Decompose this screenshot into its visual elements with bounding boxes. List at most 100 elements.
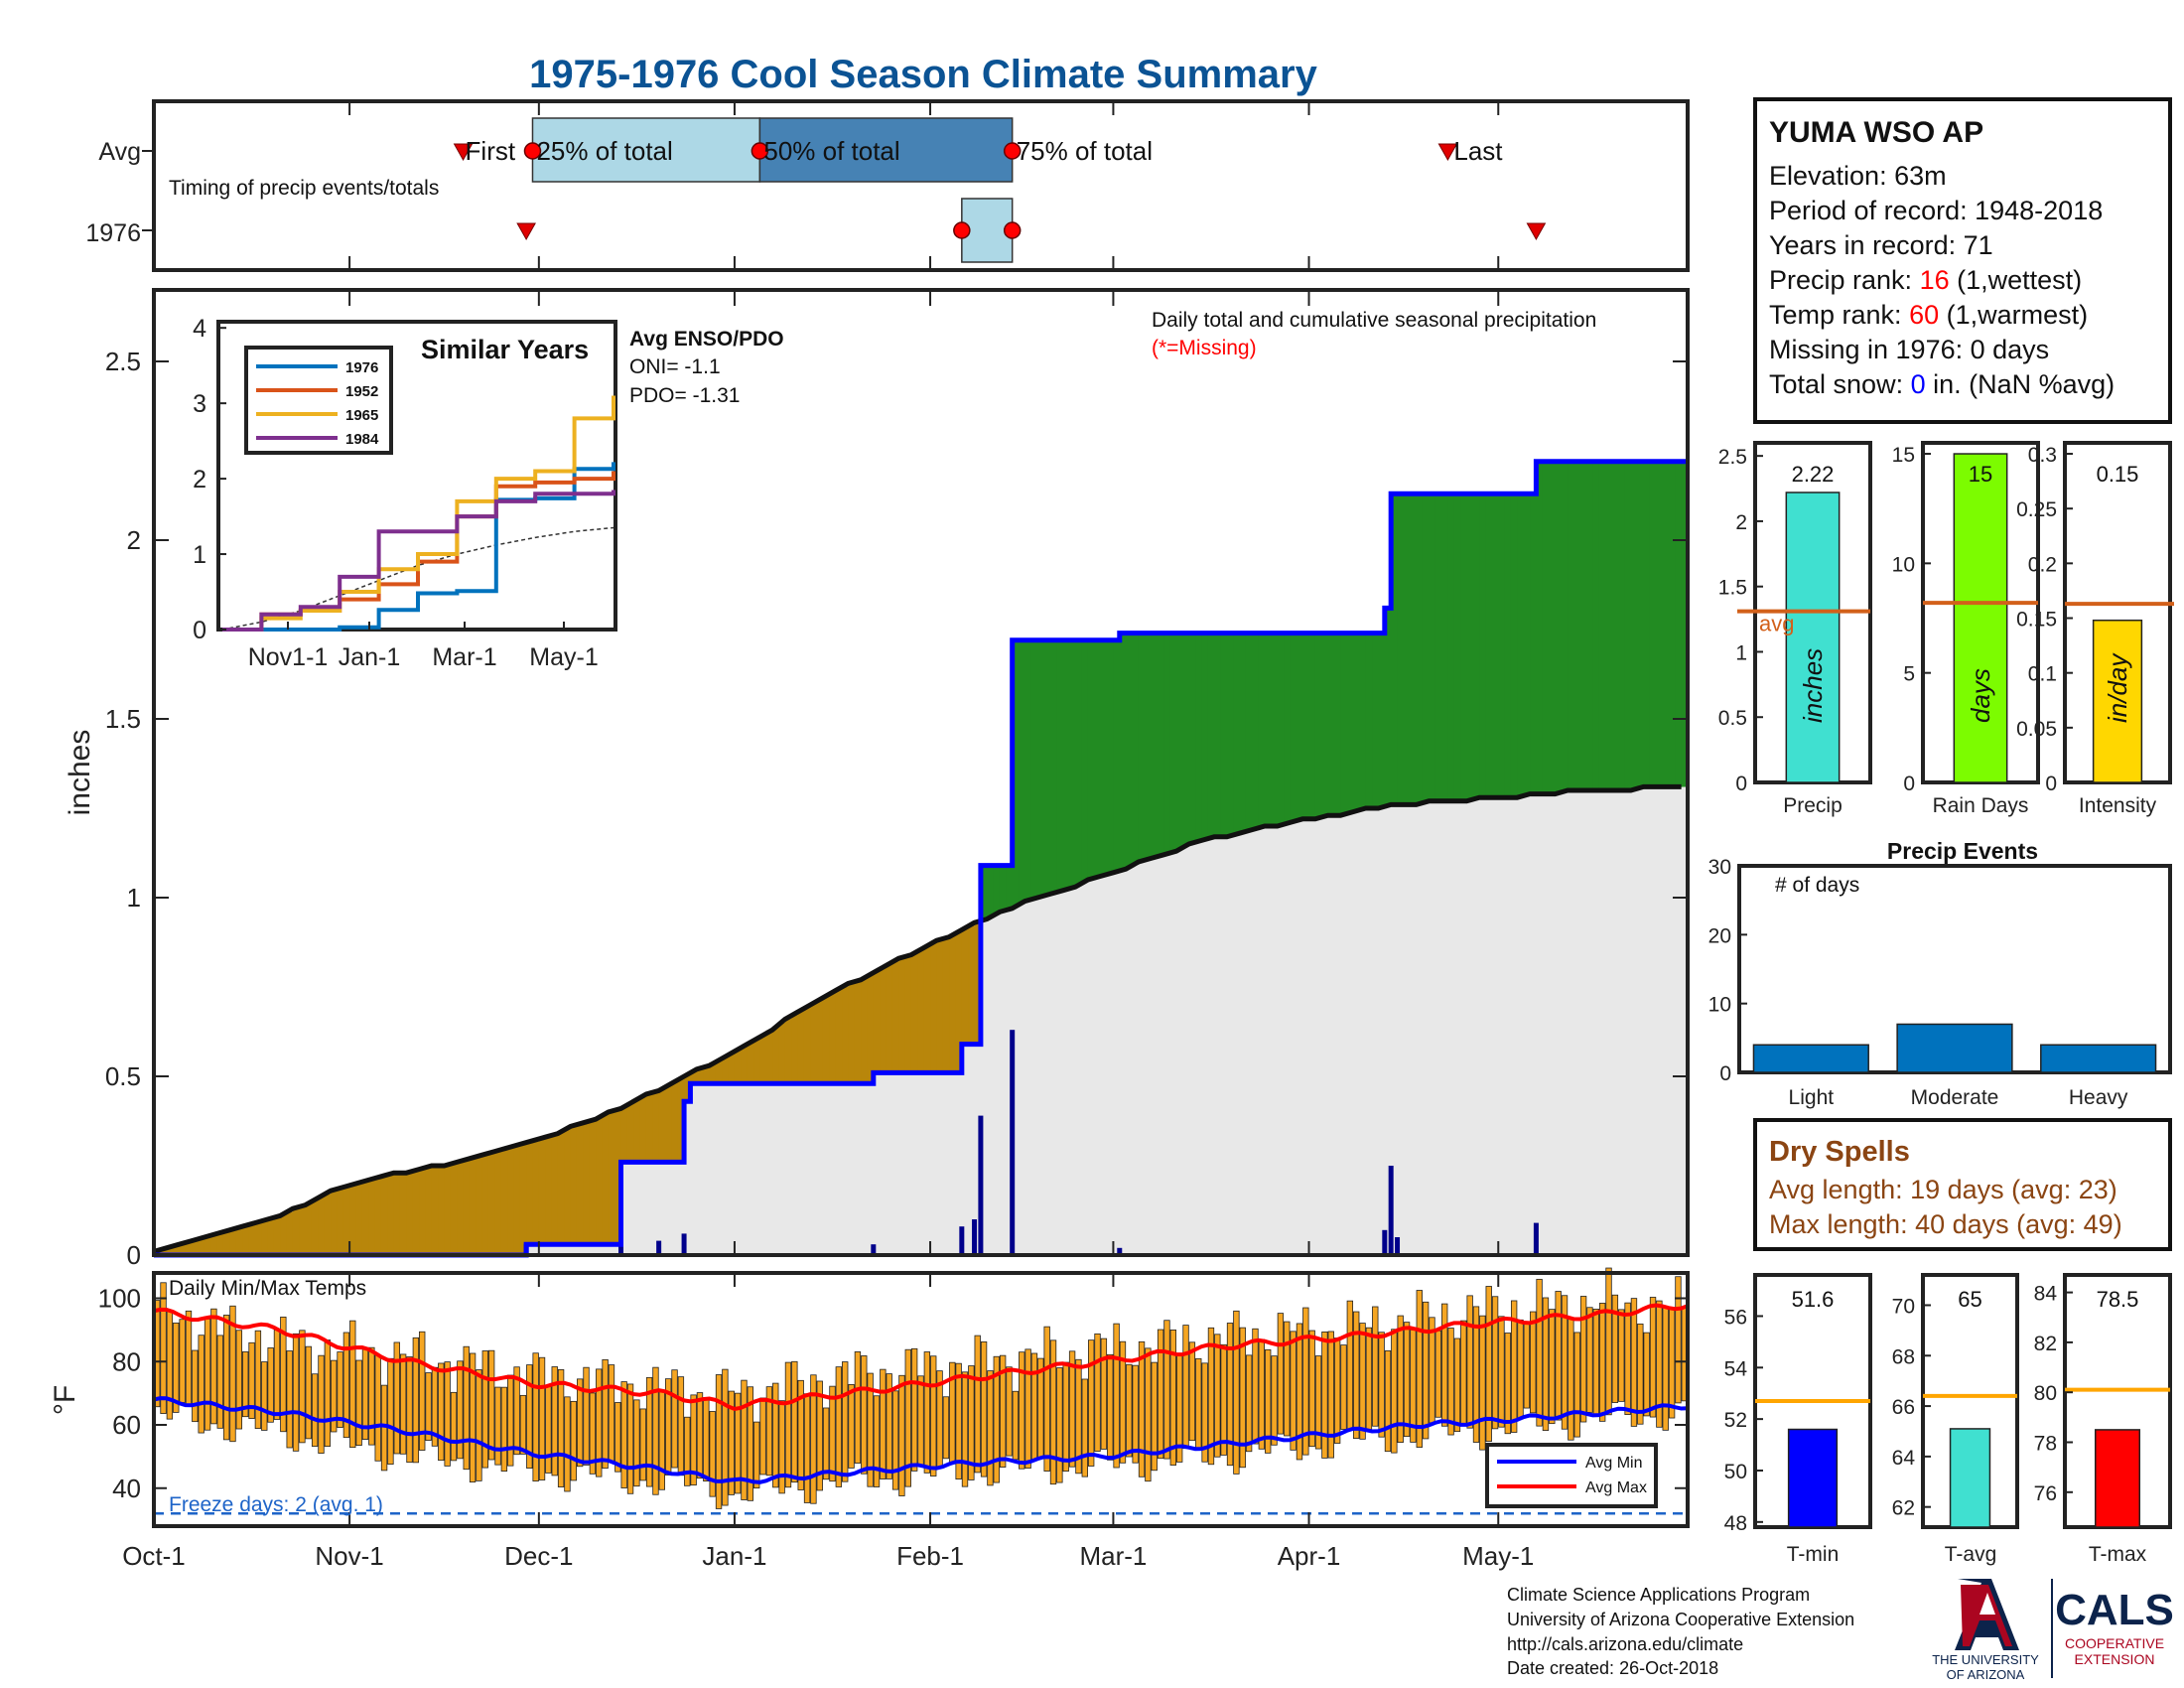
daily-temp-bar <box>1592 1309 1599 1417</box>
daily-temp-bar <box>1081 1378 1088 1477</box>
daily-temp-bar <box>1145 1347 1152 1482</box>
daily-temp-bar <box>1296 1323 1303 1461</box>
daily-precip-bar <box>978 1115 984 1255</box>
above-avg-fill <box>1397 493 1405 805</box>
below-avg-fill <box>904 954 912 1073</box>
above-avg-fill <box>1271 633 1279 826</box>
daily-temp-bar <box>1006 1366 1013 1457</box>
above-avg-fill <box>1359 633 1367 811</box>
dry-spells-frame <box>1753 1118 2172 1251</box>
daily-temp-bar <box>173 1322 180 1413</box>
timing-avg-last-marker <box>1437 143 1458 162</box>
daily-precip-bar <box>1117 1247 1123 1255</box>
below-avg-fill <box>532 1141 540 1245</box>
main-ylabel: inches <box>64 730 96 816</box>
above-avg-fill <box>1296 633 1303 821</box>
above-avg-fill <box>1675 461 1683 787</box>
daily-temp-bar <box>684 1416 691 1486</box>
daily-temp-bar <box>1384 1350 1392 1453</box>
daily-temp-bar <box>1030 1352 1038 1461</box>
below-avg-fill <box>684 1074 692 1102</box>
above-avg-fill <box>1586 461 1594 790</box>
temp-stat-ytick-label: 64 <box>1892 1447 1916 1470</box>
daily-temp-bar <box>1668 1308 1676 1419</box>
below-avg-fill <box>696 1068 704 1084</box>
below-avg-fill <box>368 1179 376 1255</box>
below-avg-fill <box>703 1065 711 1084</box>
below-avg-fill <box>444 1163 452 1255</box>
daily-temp-bar <box>803 1393 811 1503</box>
below-avg-fill <box>861 977 869 1084</box>
temp-rank-note: (1,warmest) <box>1939 300 2088 330</box>
daily-temp-bar <box>1265 1348 1272 1454</box>
daily-temp-bar <box>311 1373 319 1447</box>
temp-stat-ytick-label: 70 <box>1892 1295 1915 1318</box>
above-avg-fill <box>1391 493 1399 805</box>
daily-temp-bar <box>198 1335 205 1434</box>
inset-ytick-label: 0 <box>193 617 206 644</box>
stat-unit-label: days <box>1966 668 1995 723</box>
below-avg-fill <box>961 928 969 1045</box>
temp-stat-ytick-label: 62 <box>1892 1497 1915 1520</box>
daily-temp-bar <box>419 1331 426 1451</box>
above-avg-fill <box>993 865 1001 915</box>
daily-temp-bar <box>425 1372 432 1441</box>
daily-temp-bar <box>759 1397 766 1476</box>
above-avg-fill <box>1517 493 1525 796</box>
daily-temp-bar <box>1485 1286 1492 1443</box>
daily-temp-bar <box>1245 1354 1253 1453</box>
below-avg-fill <box>589 1118 597 1245</box>
stat-value-label: 0.15 <box>2097 462 2139 487</box>
enso-oni: ONI= -1.1 <box>629 355 721 378</box>
xtick-label: Nov-1 <box>315 1541 383 1571</box>
temp-stat-ytick-label: 78 <box>2034 1432 2057 1455</box>
daily-temp-bar <box>412 1336 420 1464</box>
daily-temp-bar <box>861 1355 868 1475</box>
daily-temp-bar <box>267 1347 274 1423</box>
above-avg-fill <box>1466 493 1474 800</box>
main-ytick-label: 1.5 <box>105 704 141 734</box>
daily-temp-bar <box>387 1357 394 1466</box>
stat-ytick-label: 0 <box>2045 773 2057 795</box>
daily-temp-bar <box>1397 1315 1404 1444</box>
above-avg-fill <box>1100 639 1108 877</box>
daily-temp-bar <box>380 1384 388 1472</box>
daily-temp-bar <box>1649 1297 1657 1418</box>
daily-temp-bar <box>551 1366 558 1477</box>
daily-temp-bar <box>1220 1343 1227 1456</box>
daily-temp-bar <box>1561 1295 1569 1430</box>
daily-temp-bar <box>481 1350 488 1469</box>
daily-temp-bar <box>166 1311 174 1420</box>
stat-unit-label: inches <box>1798 648 1828 723</box>
stat-bar-Intensity <box>2092 619 2143 783</box>
daily-temp-bar <box>772 1382 779 1488</box>
above-avg-fill <box>1049 639 1057 894</box>
timing-avg-p75-marker <box>1003 142 1022 160</box>
daily-temp-bar <box>829 1385 836 1482</box>
above-avg-fill <box>1530 493 1538 795</box>
avg-min-line <box>153 1396 1689 1484</box>
daily-temp-bar <box>261 1361 268 1431</box>
below-avg-fill <box>842 986 849 1084</box>
main-chart-border <box>152 288 1690 1257</box>
timing-row-label-1976: 1976 <box>85 219 141 247</box>
stat-ytick-label: 0.2 <box>2028 553 2057 576</box>
stat-ytick-label: 5 <box>1903 663 1915 686</box>
daily-temp-bar <box>1062 1361 1069 1473</box>
snow-label: Total snow: <box>1769 369 1911 399</box>
daily-temp-bar <box>835 1366 843 1487</box>
daily-temp-bar <box>1605 1267 1612 1416</box>
above-avg-fill <box>1037 639 1045 898</box>
daily-temp-bar <box>753 1421 760 1489</box>
daily-temp-bar <box>810 1374 817 1504</box>
daily-temp-bar <box>399 1353 407 1455</box>
xtick-label: Jan-1 <box>702 1541 766 1571</box>
inset-ytick-label: 2 <box>193 466 206 493</box>
above-avg-fill <box>1157 633 1164 856</box>
ua-line1: THE UNIVERSITY <box>1932 1652 2039 1667</box>
daily-temp-bar <box>1277 1313 1285 1435</box>
below-avg-fill <box>198 1236 205 1255</box>
above-avg-fill <box>1182 633 1190 847</box>
daily-precip-bar <box>871 1244 877 1255</box>
inset-legend-label: 1984 <box>345 431 379 448</box>
